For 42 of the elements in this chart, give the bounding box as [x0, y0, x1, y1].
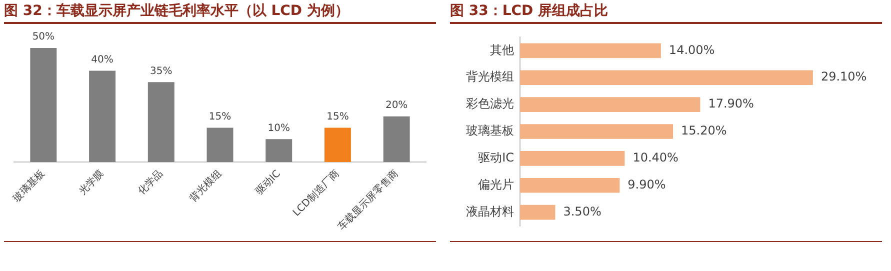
- y-tick-label: 玻璃基板: [466, 124, 514, 138]
- x-tick-label: 化学品: [135, 168, 166, 198]
- y-tick-label: 彩色滤光: [466, 96, 514, 111]
- data-label: 10.40%: [632, 150, 678, 165]
- bar: [206, 128, 234, 162]
- bar: [324, 128, 351, 162]
- data-label: 10%: [268, 122, 290, 134]
- y-tick-label: 其他: [490, 42, 514, 57]
- bar: [89, 70, 116, 162]
- bar: [383, 116, 410, 162]
- bar: [520, 43, 661, 58]
- chart-title: 图 32：车载显示屏产业链毛利率水平（以 LCD 为例）: [4, 0, 436, 24]
- y-tick-label: 背光模组: [466, 70, 514, 84]
- data-label: 35%: [150, 66, 172, 77]
- x-tick-label: 背光模组: [187, 168, 224, 204]
- bar: [520, 178, 620, 193]
- bar: [30, 48, 57, 162]
- bar: [148, 82, 174, 162]
- data-label: 15%: [208, 111, 232, 122]
- y-tick-label: 偏光片: [478, 178, 514, 192]
- data-label: 3.50%: [563, 204, 602, 218]
- data-label: 40%: [91, 54, 114, 66]
- data-label: 14.00%: [668, 42, 715, 57]
- bar: [520, 124, 674, 139]
- x-tick-label: 玻璃基板: [10, 168, 48, 204]
- y-tick-label: 驱动IC: [478, 150, 514, 165]
- chart-title: 图 33：LCD 屏组成占比: [450, 0, 882, 24]
- x-tick-label: 驱动IC: [254, 168, 283, 198]
- bar: [520, 97, 700, 112]
- data-label: 29.10%: [820, 70, 867, 84]
- data-label: 17.90%: [708, 96, 754, 111]
- data-label: 9.90%: [628, 178, 666, 192]
- y-tick-label: 液晶材料: [466, 204, 514, 218]
- bar: [520, 204, 556, 220]
- bar: [520, 151, 625, 166]
- data-label: 50%: [32, 32, 55, 43]
- bar: [520, 70, 813, 86]
- data-label: 15%: [326, 111, 349, 122]
- x-tick-label: 光学膜: [76, 168, 106, 198]
- bar: [266, 139, 292, 162]
- data-label: 15.20%: [681, 124, 727, 138]
- data-label: 20%: [385, 100, 408, 111]
